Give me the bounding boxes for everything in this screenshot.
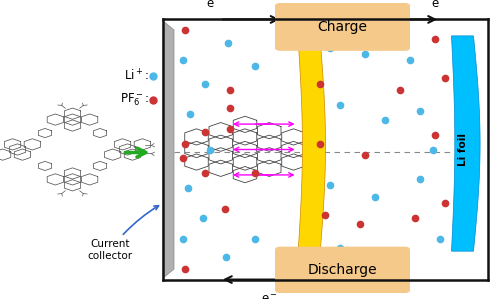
Polygon shape bbox=[452, 36, 480, 251]
Text: Charge: Charge bbox=[318, 20, 368, 34]
Text: Li$^+$:: Li$^+$: bbox=[124, 68, 149, 84]
Text: e$^-$: e$^-$ bbox=[262, 293, 278, 299]
Text: Discharge: Discharge bbox=[308, 263, 378, 277]
FancyBboxPatch shape bbox=[275, 247, 410, 293]
Text: e$^-$: e$^-$ bbox=[206, 0, 224, 10]
Text: Li foil: Li foil bbox=[458, 133, 468, 166]
Text: PF$_6^-$:: PF$_6^-$: bbox=[120, 92, 149, 109]
Polygon shape bbox=[298, 37, 326, 254]
Polygon shape bbox=[163, 21, 174, 278]
Text: e$^-$: e$^-$ bbox=[432, 0, 448, 10]
FancyBboxPatch shape bbox=[275, 3, 410, 51]
Text: Current
collector: Current collector bbox=[88, 206, 158, 261]
